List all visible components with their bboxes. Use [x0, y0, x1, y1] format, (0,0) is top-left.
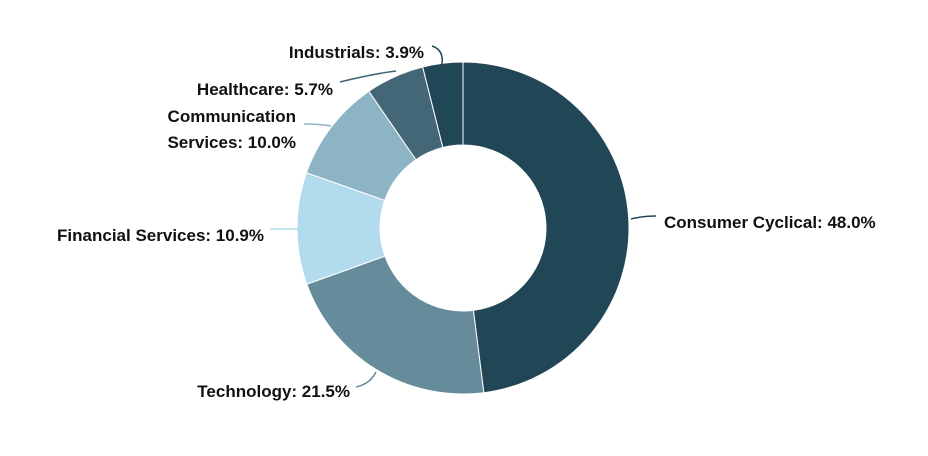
data-label-financial-services: Financial Services: 10.9%	[57, 226, 264, 245]
data-label-line: Communication	[168, 107, 296, 126]
slice-consumer-cyclical	[462, 61, 630, 394]
data-label-technology: Technology: 21.5%	[197, 382, 350, 401]
data-label-communication-services: Communication Services: 10.0%	[167, 107, 296, 152]
data-label-healthcare: Healthcare: 5.7%	[197, 80, 333, 99]
leader-line-consumer-cyclical	[630, 215, 657, 220]
data-label-industrials: Industrials: 3.9%	[289, 43, 424, 62]
data-label-line: Industrials: 3.9%	[289, 43, 424, 62]
data-label-line: Services: 10.0%	[167, 133, 296, 152]
leader-line-technology	[355, 371, 377, 388]
chart-labels: Consumer Cyclical: 48.0% Technology: 21.5…	[57, 43, 876, 401]
data-label-line: Healthcare: 5.7%	[197, 80, 333, 99]
leader-line-healthcare	[339, 70, 397, 83]
data-label-line: Consumer Cyclical: 48.0%	[664, 213, 876, 232]
leader-line-communication-services	[303, 123, 332, 127]
data-label-line: Technology: 21.5%	[197, 382, 350, 401]
chart-slices	[296, 61, 630, 395]
slice-technology	[306, 255, 485, 395]
leader-line-industrials	[431, 45, 444, 65]
data-label-line: Financial Services: 10.9%	[57, 226, 264, 245]
data-label-consumer-cyclical: Consumer Cyclical: 48.0%	[664, 213, 876, 232]
slice-industrials	[422, 61, 464, 149]
chart-leader-lines	[270, 45, 657, 388]
